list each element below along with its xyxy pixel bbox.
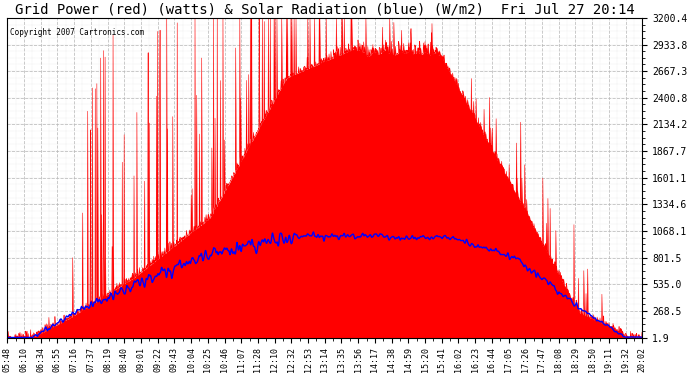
Text: Copyright 2007 Cartronics.com: Copyright 2007 Cartronics.com	[10, 27, 145, 36]
Title: Grid Power (red) (watts) & Solar Radiation (blue) (W/m2)  Fri Jul 27 20:14: Grid Power (red) (watts) & Solar Radiati…	[15, 3, 635, 17]
